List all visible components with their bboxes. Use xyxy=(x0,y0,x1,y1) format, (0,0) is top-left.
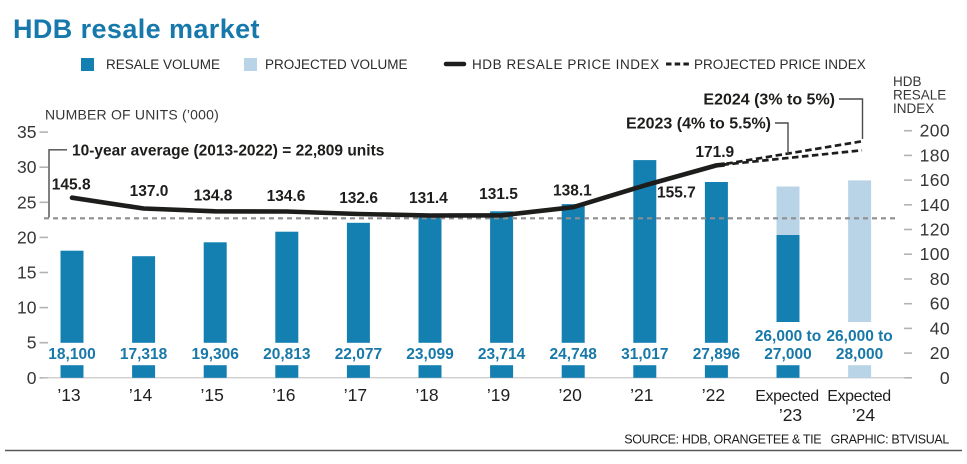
svg-text:26,000 to: 26,000 to xyxy=(826,328,892,345)
svg-text:PROJECTED VOLUME: PROJECTED VOLUME xyxy=(265,57,408,72)
svg-text:100: 100 xyxy=(920,244,950,264)
svg-text:24,748: 24,748 xyxy=(549,346,597,363)
svg-text:160: 160 xyxy=(920,170,950,190)
svg-text:180: 180 xyxy=(920,145,950,165)
svg-text:120: 120 xyxy=(920,220,950,240)
svg-text:15: 15 xyxy=(17,263,36,283)
svg-text:17,318: 17,318 xyxy=(120,346,168,363)
svg-text:27,896: 27,896 xyxy=(693,346,741,363)
svg-text:HDB RESALE PRICE INDEX: HDB RESALE PRICE INDEX xyxy=(472,57,660,72)
svg-text:’21: ’21 xyxy=(630,385,653,405)
svg-text:134.6: 134.6 xyxy=(267,188,306,205)
svg-text:’24: ’24 xyxy=(852,405,876,425)
svg-text:PROJECTED PRICE INDEX: PROJECTED PRICE INDEX xyxy=(694,57,866,72)
svg-text:60: 60 xyxy=(930,294,950,314)
svg-text:134.8: 134.8 xyxy=(194,188,233,205)
svg-text:Expected: Expected xyxy=(827,388,891,405)
svg-text:10-year average (2013-2022) =: 10-year average (2013-2022) = 22,809 uni… xyxy=(72,142,384,159)
svg-text:’17: ’17 xyxy=(344,385,367,405)
svg-text:23,099: 23,099 xyxy=(406,346,454,363)
svg-text:140: 140 xyxy=(920,195,950,215)
svg-text:5: 5 xyxy=(27,333,37,353)
svg-text:35: 35 xyxy=(17,122,36,142)
svg-text:28,000: 28,000 xyxy=(836,346,883,363)
svg-text:E2023 (4% to 5.5%): E2023 (4% to 5.5%) xyxy=(626,115,771,132)
svg-text:NUMBER OF UNITS (’000): NUMBER OF UNITS (’000) xyxy=(45,107,219,123)
svg-text:HDB: HDB xyxy=(893,74,922,89)
svg-text:E2024 (3% to 5%): E2024 (3% to 5%) xyxy=(703,91,835,108)
svg-text:INDEX: INDEX xyxy=(893,101,934,116)
svg-text:’14: ’14 xyxy=(129,385,153,405)
svg-text:171.9: 171.9 xyxy=(695,144,734,161)
svg-text:80: 80 xyxy=(930,269,950,289)
svg-text:22,077: 22,077 xyxy=(335,346,382,363)
svg-text:27,000: 27,000 xyxy=(764,346,811,363)
svg-text:’19: ’19 xyxy=(487,385,510,405)
svg-text:’18: ’18 xyxy=(415,385,438,405)
svg-text:RESALE VOLUME: RESALE VOLUME xyxy=(106,57,220,72)
svg-text:HDB resale market: HDB resale market xyxy=(13,14,260,44)
svg-text:138.1: 138.1 xyxy=(553,183,592,200)
svg-text:’16: ’16 xyxy=(272,385,295,405)
svg-text:Expected: Expected xyxy=(755,388,819,405)
svg-text:131.5: 131.5 xyxy=(479,186,518,203)
svg-text:’20: ’20 xyxy=(559,385,583,405)
svg-text:137.0: 137.0 xyxy=(130,183,169,200)
svg-text:26,000 to: 26,000 to xyxy=(755,328,821,345)
svg-text:SOURCE: HDB, ORANGETEE & TIE: SOURCE: HDB, ORANGETEE & TIE GRAPHIC: BT… xyxy=(624,433,949,447)
svg-text:25: 25 xyxy=(17,192,36,212)
svg-text:20: 20 xyxy=(930,343,950,363)
svg-text:20: 20 xyxy=(17,227,37,247)
svg-text:18,100: 18,100 xyxy=(48,346,95,363)
svg-text:0: 0 xyxy=(27,368,37,388)
svg-text:200: 200 xyxy=(920,121,950,141)
svg-text:20,813: 20,813 xyxy=(263,346,311,363)
svg-text:31,017: 31,017 xyxy=(621,346,668,363)
svg-text:30: 30 xyxy=(17,157,37,177)
svg-text:145.8: 145.8 xyxy=(52,176,91,193)
svg-text:’22: ’22 xyxy=(702,385,725,405)
svg-text:23,714: 23,714 xyxy=(478,346,526,363)
svg-text:’15: ’15 xyxy=(201,385,224,405)
svg-text:40: 40 xyxy=(930,318,950,338)
svg-text:’13: ’13 xyxy=(57,385,80,405)
svg-text:132.6: 132.6 xyxy=(339,190,378,207)
svg-text:10: 10 xyxy=(17,298,37,318)
svg-text:131.4: 131.4 xyxy=(409,190,448,207)
svg-text:155.7: 155.7 xyxy=(657,185,696,202)
svg-text:RESALE: RESALE xyxy=(893,88,946,103)
svg-text:0: 0 xyxy=(940,368,950,388)
svg-text:19,306: 19,306 xyxy=(191,346,239,363)
svg-text:’23: ’23 xyxy=(779,405,802,425)
